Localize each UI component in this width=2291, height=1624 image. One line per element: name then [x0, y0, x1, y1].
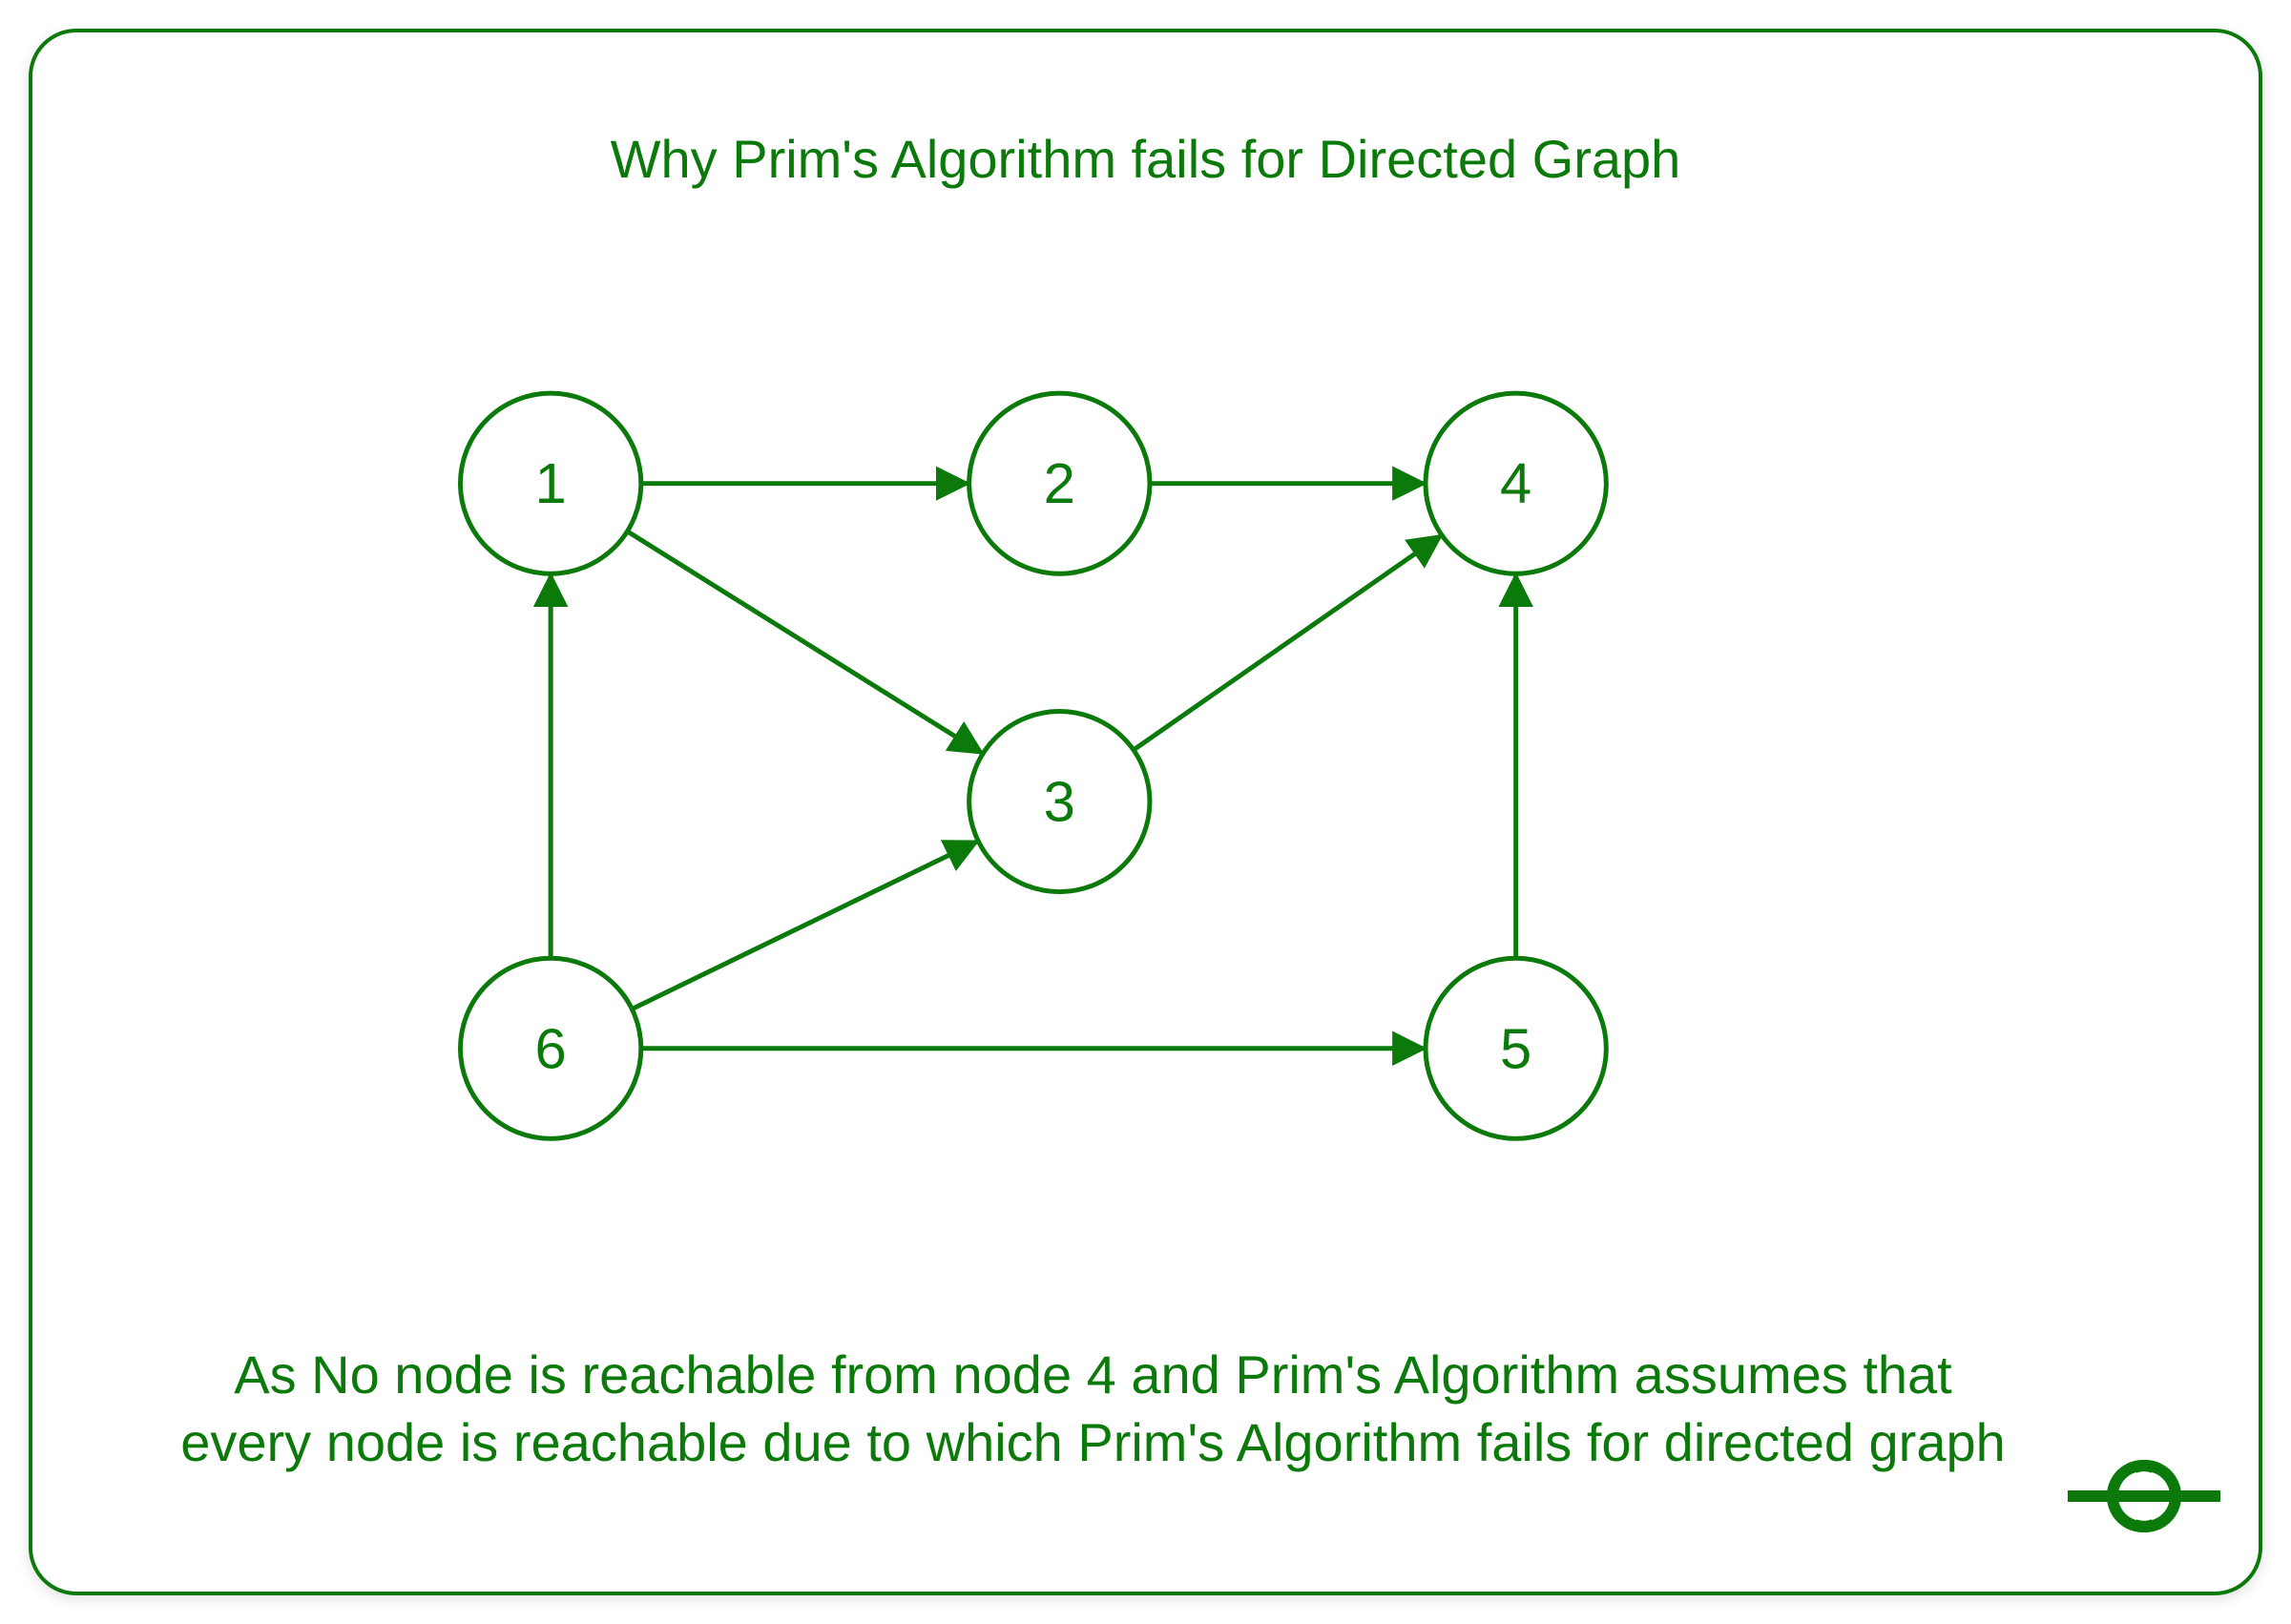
- edge-6-3: [634, 842, 976, 1008]
- node-4: 4: [1426, 393, 1606, 573]
- node-2: 2: [969, 393, 1150, 573]
- diagram-panel: Why Prim's Algorithm fails for Directed …: [29, 29, 2262, 1595]
- outer-frame: Why Prim's Algorithm fails for Directed …: [0, 0, 2291, 1624]
- node-label-5: 5: [1500, 1016, 1531, 1080]
- node-label-1: 1: [535, 451, 567, 515]
- geeksforgeeks-logo-icon: [2058, 1448, 2230, 1544]
- diagram-explanation: As No node is reachable from node 4 and …: [176, 1341, 2010, 1477]
- node-label-4: 4: [1500, 451, 1531, 515]
- node-1: 1: [460, 393, 640, 573]
- node-label-3: 3: [1044, 770, 1075, 834]
- edge-1-3: [629, 532, 981, 753]
- edge-3-4: [1135, 536, 1441, 749]
- node-label-6: 6: [535, 1016, 567, 1080]
- node-label-2: 2: [1044, 451, 1075, 515]
- node-6: 6: [460, 958, 640, 1138]
- node-5: 5: [1426, 958, 1606, 1138]
- node-3: 3: [969, 712, 1150, 892]
